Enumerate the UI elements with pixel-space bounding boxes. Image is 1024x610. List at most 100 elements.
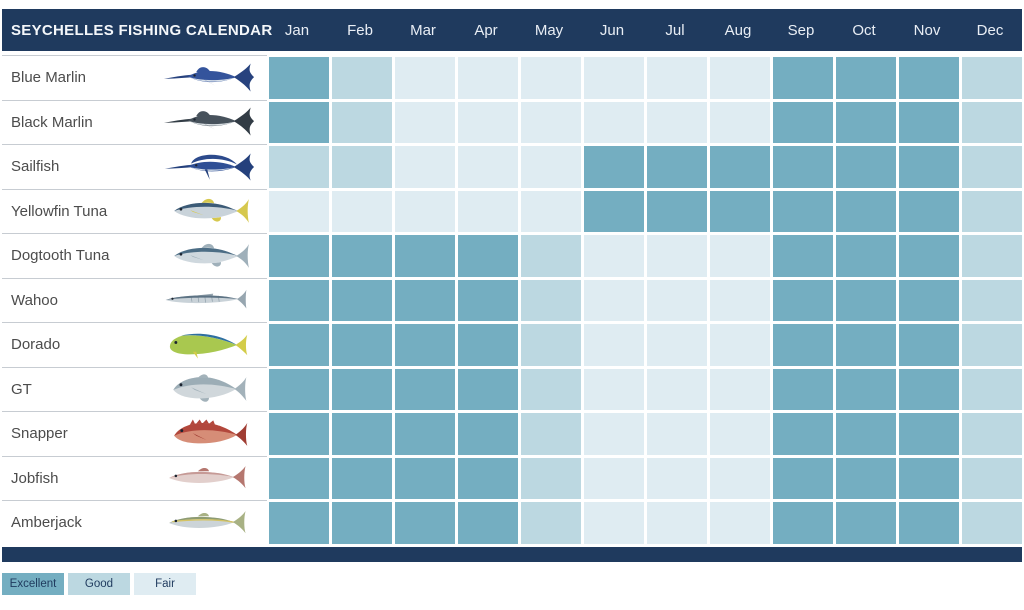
cell-blue-marlin-feb <box>332 57 392 99</box>
cell-dogtooth-tuna-jul <box>647 235 707 277</box>
fish-name-cell: Snapper <box>2 413 267 456</box>
cell-dorado-mar <box>395 324 455 366</box>
cell-dorado-may <box>521 324 581 366</box>
cell-wahoo-jan <box>269 279 329 321</box>
cell-wahoo-nov <box>899 279 959 321</box>
jobfish-label: Jobfish <box>11 469 59 487</box>
cell-amberjack-mar <box>395 502 455 544</box>
month-header-oct: Oct <box>852 21 876 39</box>
cell-yellowfin-tuna-feb <box>332 190 392 232</box>
fish-name-cell: Black Marlin <box>2 101 267 145</box>
fish-name-cell: GT <box>2 368 267 412</box>
cell-dogtooth-tuna-apr <box>458 235 518 277</box>
cell-blue-marlin-jun <box>584 57 644 99</box>
cell-gt-feb <box>332 368 392 410</box>
cell-blue-marlin-aug <box>710 57 770 99</box>
cell-sailfish-sep <box>773 146 833 188</box>
cell-jobfish-jun <box>584 457 644 499</box>
row-blue-marlin: Blue Marlin <box>2 55 1022 100</box>
cell-dogtooth-tuna-sep <box>773 235 833 277</box>
cell-snapper-feb <box>332 413 392 455</box>
cell-dorado-nov <box>899 324 959 366</box>
cell-dorado-aug <box>710 324 770 366</box>
cell-amberjack-dec <box>962 502 1022 544</box>
dogtooth-tuna-fish-icon <box>161 239 257 273</box>
amberjack-label: Amberjack <box>11 514 82 532</box>
month-header-apr: Apr <box>474 21 498 39</box>
cell-blue-marlin-oct <box>836 57 896 99</box>
cell-jobfish-feb <box>332 457 392 499</box>
row-sailfish: Sailfish <box>2 146 1022 189</box>
cell-dorado-sep <box>773 324 833 366</box>
rating-cells <box>269 457 1022 499</box>
cell-dorado-dec <box>962 324 1022 366</box>
cell-snapper-may <box>521 413 581 455</box>
cell-jobfish-oct <box>836 457 896 499</box>
row-black-marlin: Black Marlin <box>2 101 1022 145</box>
cell-snapper-oct <box>836 413 896 455</box>
blue-marlin-fish-icon <box>161 61 257 95</box>
cell-jobfish-nov <box>899 457 959 499</box>
cell-jobfish-apr <box>458 457 518 499</box>
sailfish-fish-icon <box>161 150 257 184</box>
month-header-nov: Nov <box>913 21 941 39</box>
fish-name-cell: Jobfish <box>2 457 267 501</box>
month-header-sep: Sep <box>787 21 815 39</box>
wahoo-label: Wahoo <box>11 291 58 309</box>
legend-excellent: Excellent <box>2 572 64 595</box>
rating-cells <box>269 57 1022 99</box>
cell-black-marlin-mar <box>395 101 455 143</box>
cell-wahoo-jun <box>584 279 644 321</box>
cell-amberjack-oct <box>836 502 896 544</box>
cell-sailfish-feb <box>332 146 392 188</box>
footer-bar <box>2 546 1022 562</box>
cell-sailfish-aug <box>710 146 770 188</box>
cell-snapper-dec <box>962 413 1022 455</box>
row-dorado: Dorado <box>2 324 1022 367</box>
cell-snapper-jan <box>269 413 329 455</box>
calendar-header: SEYCHELLES FISHING CALENDAR Jan Feb Mar Apr… <box>2 9 1022 51</box>
legend: Excellent Good Fair <box>2 572 1024 595</box>
cell-black-marlin-sep <box>773 101 833 143</box>
cell-amberjack-sep <box>773 502 833 544</box>
cell-sailfish-nov <box>899 146 959 188</box>
cell-dogtooth-tuna-feb <box>332 235 392 277</box>
cell-wahoo-may <box>521 279 581 321</box>
cell-yellowfin-tuna-nov <box>899 190 959 232</box>
month-header-jun: Jun <box>599 21 625 39</box>
amberjack-fish-icon <box>161 506 257 540</box>
cell-dorado-apr <box>458 324 518 366</box>
cell-yellowfin-tuna-jan <box>269 190 329 232</box>
month-headers: Jan Feb Mar Apr May Jun Jul Aug Sep Oct Nov Dec <box>267 9 1020 51</box>
row-jobfish: Jobfish <box>2 457 1022 501</box>
cell-gt-apr <box>458 368 518 410</box>
row-gt: GT <box>2 368 1022 412</box>
cell-blue-marlin-dec <box>962 57 1022 99</box>
cell-dogtooth-tuna-jan <box>269 235 329 277</box>
rating-cells <box>269 190 1022 232</box>
cell-black-marlin-feb <box>332 101 392 143</box>
cell-snapper-nov <box>899 413 959 455</box>
cell-wahoo-jul <box>647 279 707 321</box>
row-dogtooth-tuna: Dogtooth Tuna <box>2 235 1022 278</box>
cell-jobfish-mar <box>395 457 455 499</box>
cell-amberjack-apr <box>458 502 518 544</box>
fish-name-cell: Sailfish <box>2 146 267 189</box>
fish-name-cell: Dogtooth Tuna <box>2 235 267 278</box>
rating-cells <box>269 324 1022 366</box>
rating-cells <box>269 279 1022 321</box>
cell-gt-dec <box>962 368 1022 410</box>
cell-yellowfin-tuna-may <box>521 190 581 232</box>
cell-amberjack-may <box>521 502 581 544</box>
fish-name-cell: Amberjack <box>2 502 267 544</box>
rating-cells <box>269 146 1022 188</box>
dogtooth-tuna-label: Dogtooth Tuna <box>11 247 110 265</box>
cell-yellowfin-tuna-oct <box>836 190 896 232</box>
cell-sailfish-oct <box>836 146 896 188</box>
yellowfin-tuna-fish-icon <box>161 194 257 228</box>
month-header-dec: Dec <box>976 21 1004 39</box>
month-header-feb: Feb <box>347 21 373 39</box>
cell-jobfish-aug <box>710 457 770 499</box>
cell-gt-may <box>521 368 581 410</box>
cell-blue-marlin-nov <box>899 57 959 99</box>
